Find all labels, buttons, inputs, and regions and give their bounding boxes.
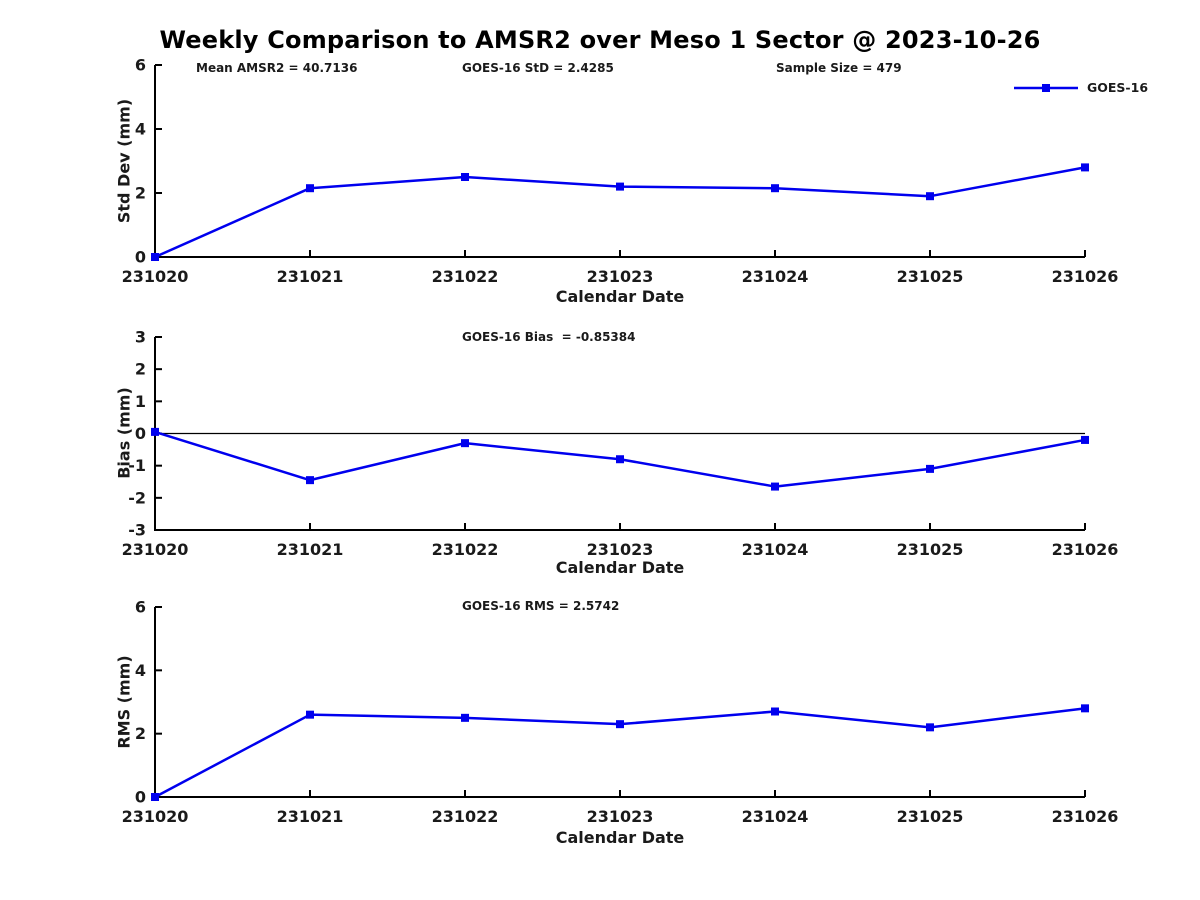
- x-tick-label: 231020: [122, 267, 189, 286]
- data-point-marker: [151, 427, 159, 436]
- x-tick-label: 231024: [742, 807, 809, 826]
- x-tick-label: 231024: [742, 267, 809, 286]
- x-tick-label: 231020: [122, 540, 189, 559]
- y-tick-label: 0: [135, 248, 146, 267]
- y-tick-label: 6: [135, 598, 146, 617]
- y-tick-label: 1: [135, 392, 146, 411]
- x-tick-label: 231021: [277, 807, 344, 826]
- x-tick-label: 231023: [587, 807, 654, 826]
- data-point-marker: [616, 182, 624, 191]
- legend: GOES-16: [1014, 80, 1148, 95]
- data-point-marker: [1081, 704, 1089, 713]
- x-tick-label: 231026: [1052, 267, 1119, 286]
- x-tick-label: 231023: [587, 540, 654, 559]
- legend-series-label: GOES-16: [1087, 80, 1149, 95]
- y-tick-label: 4: [135, 661, 146, 680]
- data-point-marker: [926, 464, 934, 473]
- x-axis-label-bottom: Calendar Date: [555, 828, 685, 847]
- x-tick-label: 231025: [897, 807, 964, 826]
- y-tick-label: 4: [135, 120, 146, 139]
- data-point-marker: [461, 173, 469, 181]
- y-tick-label: -2: [128, 488, 146, 507]
- data-point-marker: [306, 184, 314, 193]
- x-tick-label: 231026: [1052, 807, 1119, 826]
- annotation-sample-size: Sample Size = 479: [776, 61, 902, 75]
- annotation-goes16-bias: GOES-16 Bias = -0.85384: [462, 330, 636, 344]
- x-tick-label: 231025: [897, 267, 964, 286]
- x-tick-label: 231025: [897, 540, 964, 559]
- x-tick-label: 231021: [277, 267, 344, 286]
- x-axis-label-middle: Calendar Date: [555, 558, 685, 577]
- y-tick-label: -3: [128, 521, 146, 540]
- data-point-marker: [151, 253, 159, 261]
- annotation-goes16-std: GOES-16 StD = 2.4285: [462, 61, 614, 75]
- data-point-marker: [616, 455, 624, 464]
- y-axis-label-rms: RMS (mm): [114, 655, 134, 749]
- data-point-marker: [616, 720, 624, 729]
- data-point-marker: [771, 184, 779, 193]
- data-point-marker: [306, 710, 314, 719]
- data-point-marker: [151, 793, 159, 801]
- data-point-marker: [926, 192, 934, 201]
- y-tick-label: 2: [135, 184, 146, 203]
- x-tick-label: 231020: [122, 807, 189, 826]
- data-point-marker: [461, 713, 469, 722]
- data-point-marker: [771, 707, 779, 716]
- data-point-marker: [1081, 435, 1089, 444]
- data-point-marker: [1081, 163, 1089, 172]
- annotation-goes16-rms: GOES-16 RMS = 2.5742: [462, 599, 620, 613]
- x-tick-label: 231026: [1052, 540, 1119, 559]
- x-tick-label: 231022: [432, 807, 499, 826]
- y-tick-label: 0: [135, 424, 146, 443]
- data-point-marker: [461, 439, 469, 448]
- data-point-marker: [926, 723, 934, 732]
- y-tick-label: 0: [135, 788, 146, 807]
- x-tick-label: 231022: [432, 540, 499, 559]
- y-axis-label-bias: Bias (mm): [114, 387, 134, 479]
- x-tick-label: 231022: [432, 267, 499, 286]
- legend-line-sample-icon: [1014, 83, 1078, 92]
- data-point-marker: [306, 476, 314, 485]
- y-tick-label: 3: [135, 328, 146, 347]
- y-axis-label-stddev: Std Dev (mm): [114, 98, 134, 224]
- y-tick-label: 2: [135, 360, 146, 379]
- annotation-mean-amsr2: Mean AMSR2 = 40.7136: [196, 61, 358, 75]
- x-tick-label: 231024: [742, 540, 809, 559]
- x-axis-label-top: Calendar Date: [555, 287, 685, 306]
- data-point-marker: [771, 482, 779, 491]
- x-tick-label: 231023: [587, 267, 654, 286]
- y-tick-label: -1: [128, 456, 146, 475]
- data-line: [154, 166, 1086, 259]
- figure-title: Weekly Comparison to AMSR2 over Meso 1 S…: [159, 26, 1041, 54]
- y-tick-label: 2: [135, 724, 146, 743]
- y-tick-label: 6: [135, 56, 146, 75]
- x-tick-label: 231021: [277, 540, 344, 559]
